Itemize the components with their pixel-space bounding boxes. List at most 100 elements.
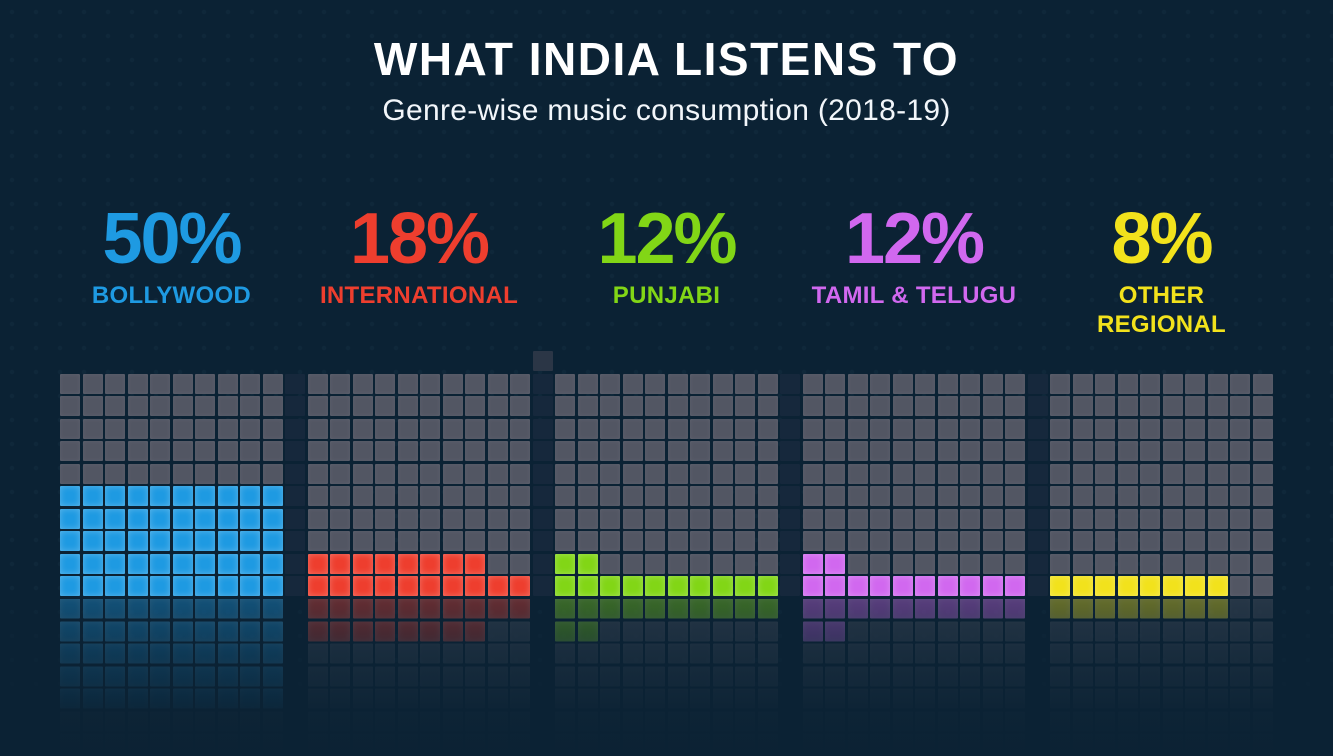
eq-cell-off [982, 666, 1003, 686]
eq-cell-off [960, 733, 981, 754]
eq-cell-off [420, 441, 441, 461]
eq-cell-on [1072, 598, 1093, 619]
eq-cell-off [870, 621, 891, 641]
eq-cell-off [937, 486, 958, 506]
eq-cell-off [1005, 666, 1026, 686]
reflection-grid-cells-bollywood [60, 598, 283, 756]
eq-cell-off [555, 486, 576, 506]
eq-cell-off [1117, 463, 1138, 484]
eq-cell-off [622, 666, 643, 686]
eq-cell-off [690, 711, 711, 731]
eq-cell-off [600, 508, 621, 529]
eq-cell-off [82, 373, 103, 394]
eq-cell-off [127, 733, 148, 754]
eq-cell-on [352, 576, 373, 596]
eq-cell-on [960, 598, 981, 619]
eq-cell-off [960, 621, 981, 641]
eq-cell-off [375, 666, 396, 686]
eq-cell-off [105, 733, 126, 754]
eq-cell-off [510, 621, 531, 641]
eq-cell-off [1095, 666, 1116, 686]
eq-cell-on [60, 598, 81, 619]
eq-cell-off [375, 711, 396, 731]
eq-cell-off [217, 733, 238, 754]
eq-cell-off [397, 688, 418, 709]
eq-cell-on [150, 688, 171, 709]
eq-cell-on [105, 688, 126, 709]
eq-cell-off [420, 418, 441, 439]
eq-cell-off [915, 418, 936, 439]
eq-cell-off [60, 418, 81, 439]
eq-cell-off [1050, 733, 1071, 754]
eq-cell-off [1207, 373, 1228, 394]
eq-cell-on [127, 486, 148, 506]
eq-cell-off [802, 711, 823, 731]
eq-cell-off [1162, 441, 1183, 461]
eq-cell-on [915, 576, 936, 596]
reflection-grid-cells-other-regional [1050, 598, 1273, 756]
eq-cell-on [307, 598, 328, 619]
eq-cell-off [1252, 396, 1273, 416]
eq-cell-on [217, 553, 238, 574]
eq-cell-off [487, 531, 508, 551]
eq-cell-off [1185, 463, 1206, 484]
eq-cell-off [1230, 486, 1251, 506]
separator-cell [1027, 463, 1048, 484]
eq-cell-off [757, 418, 778, 439]
separator-cell [780, 508, 801, 529]
eq-cell-off [1095, 643, 1116, 664]
reflection-grid-punjabi [555, 598, 778, 756]
chart-title: WHAT INDIA LISTENS TO [373, 33, 960, 85]
eq-cell-on [240, 621, 261, 641]
eq-cell-off [847, 621, 868, 641]
eq-cell-on [60, 486, 81, 506]
eq-cell-on [172, 531, 193, 551]
eq-cell-on [127, 666, 148, 686]
separator-cell [532, 531, 553, 551]
eq-cell-off [172, 441, 193, 461]
eq-cell-on [60, 666, 81, 686]
eq-cell-off [1252, 598, 1273, 619]
eq-cell-off [555, 531, 576, 551]
eq-cell-off [1162, 463, 1183, 484]
eq-cell-off [487, 711, 508, 731]
eq-cell-off [397, 396, 418, 416]
eq-cell-off [982, 711, 1003, 731]
eq-cell-off [262, 733, 283, 754]
eq-cell-off [937, 666, 958, 686]
eq-cell-off [510, 508, 531, 529]
eq-cell-off [487, 373, 508, 394]
eq-cell-off [465, 666, 486, 686]
eq-cell-off [352, 531, 373, 551]
eq-cell-off [1095, 508, 1116, 529]
eq-cell-off [1162, 396, 1183, 416]
eq-cell-on [240, 531, 261, 551]
eq-cell-off [802, 688, 823, 709]
eq-cell-off [667, 486, 688, 506]
eq-cell-off [847, 508, 868, 529]
eq-cell-off [577, 711, 598, 731]
eq-cell-on [937, 576, 958, 596]
eq-cell-off [510, 733, 531, 754]
eq-cell-off [1230, 553, 1251, 574]
eq-cell-off [870, 508, 891, 529]
eq-cell-off [870, 733, 891, 754]
separator-cell [780, 396, 801, 416]
eq-cell-off [1252, 373, 1273, 394]
eq-cell-off [352, 441, 373, 461]
eq-cell-off [420, 486, 441, 506]
eq-cell-off [712, 463, 733, 484]
eq-cell-off [195, 733, 216, 754]
eq-cell-off [375, 418, 396, 439]
eq-cell-off [82, 733, 103, 754]
eq-cell-off [1072, 441, 1093, 461]
eq-cell-off [892, 666, 913, 686]
eq-cell-on [1050, 598, 1071, 619]
eq-cell-on [892, 576, 913, 596]
eq-cell-off [1185, 733, 1206, 754]
genre-stat-bollywood: 50% BOLLYWOOD [60, 203, 283, 310]
eq-cell-off [510, 441, 531, 461]
eq-cell-on [1117, 598, 1138, 619]
eq-cell-off [487, 441, 508, 461]
eq-cell-on [375, 598, 396, 619]
